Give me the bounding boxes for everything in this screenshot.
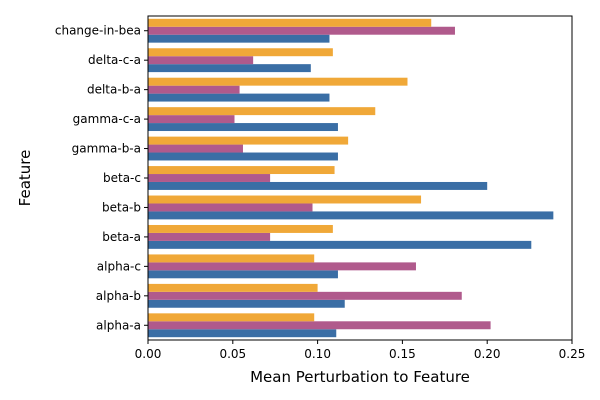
bar-beta-b-series-1 xyxy=(148,211,554,220)
x-tick-label: 0.25 xyxy=(559,347,586,361)
x-tick-label: 0.20 xyxy=(474,347,501,361)
bar-delta-b-a-series-1 xyxy=(148,93,330,102)
bar-gamma-c-a-series-2 xyxy=(148,115,235,124)
bar-alpha-a-series-1 xyxy=(148,329,337,338)
bar-delta-c-a-series-3 xyxy=(148,48,333,57)
bar-beta-c-series-1 xyxy=(148,181,488,190)
bar-delta-c-a-series-1 xyxy=(148,64,311,73)
y-tick-label: beta-a xyxy=(102,230,141,244)
bar-alpha-c-series-2 xyxy=(148,262,416,271)
x-tick-label: 0.00 xyxy=(135,347,162,361)
bar-gamma-c-a-series-1 xyxy=(148,123,338,132)
bar-change-in-bea-series-2 xyxy=(148,26,455,35)
bars-group xyxy=(148,18,554,338)
bar-delta-b-a-series-2 xyxy=(148,85,240,94)
bar-gamma-b-a-series-3 xyxy=(148,136,349,145)
bar-alpha-b-series-2 xyxy=(148,291,462,300)
bar-beta-a-series-2 xyxy=(148,232,271,241)
bar-gamma-b-a-series-1 xyxy=(148,152,338,161)
bar-gamma-b-a-series-2 xyxy=(148,144,243,153)
y-tick-label: beta-c xyxy=(103,171,141,185)
y-tick-label: beta-b xyxy=(102,200,141,214)
bar-beta-b-series-2 xyxy=(148,203,313,212)
bar-change-in-bea-series-1 xyxy=(148,34,330,43)
bar-beta-b-series-3 xyxy=(148,195,422,204)
bar-alpha-c-series-3 xyxy=(148,254,315,263)
x-axis-title: Mean Perturbation to Feature xyxy=(250,368,470,386)
bar-delta-b-a-series-3 xyxy=(148,77,408,86)
bar-beta-c-series-3 xyxy=(148,166,335,175)
y-tick-label: gamma-c-a xyxy=(73,112,141,126)
bar-alpha-b-series-3 xyxy=(148,283,318,292)
bar-beta-c-series-2 xyxy=(148,174,271,182)
y-tick-label: delta-b-a xyxy=(87,83,141,97)
x-tick-label: 0.10 xyxy=(304,347,331,361)
bar-beta-a-series-1 xyxy=(148,240,532,249)
bar-alpha-a-series-3 xyxy=(148,313,315,322)
bar-delta-c-a-series-2 xyxy=(148,56,254,65)
y-tick-label: alpha-b xyxy=(96,289,141,303)
y-tick-label: alpha-a xyxy=(96,318,141,332)
bar-change-in-bea-series-3 xyxy=(148,18,432,27)
y-axis-ticks: alpha-a alpha-b alpha-c beta-a beta-b beta-c g… xyxy=(55,24,148,332)
bar-beta-a-series-3 xyxy=(148,224,333,233)
y-tick-label: change-in-bea xyxy=(55,24,141,38)
y-tick-label: alpha-c xyxy=(97,259,141,273)
y-tick-label: gamma-b-a xyxy=(72,142,141,156)
y-tick-label: delta-c-a xyxy=(88,53,141,67)
plot-frame xyxy=(147,15,573,341)
x-axis-ticks: 0.00 0.05 0.10 0.15 0.20 0.25 xyxy=(135,340,586,361)
y-axis-title: Feature xyxy=(16,150,34,207)
x-tick-label: 0.15 xyxy=(389,347,416,361)
bar-alpha-a-series-2 xyxy=(148,321,491,330)
bar-gamma-c-a-series-3 xyxy=(148,107,376,116)
bar-alpha-b-series-1 xyxy=(148,299,345,308)
x-tick-label: 0.05 xyxy=(219,347,246,361)
bar-alpha-c-series-1 xyxy=(148,270,338,279)
